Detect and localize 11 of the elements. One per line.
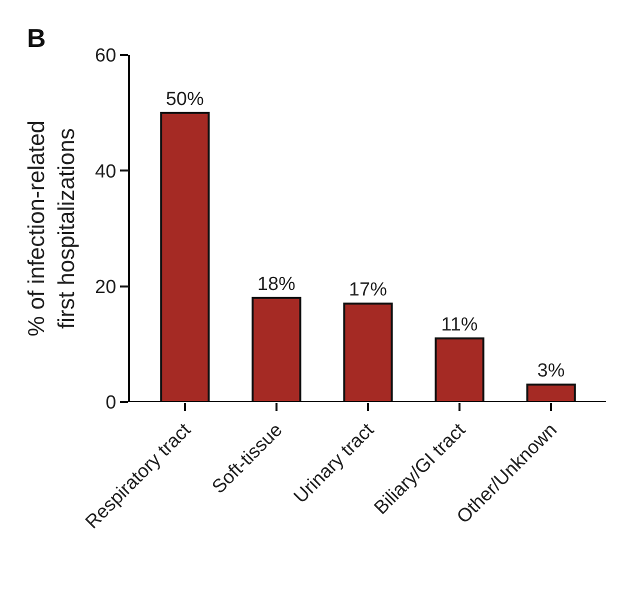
y-tick-label: 60 bbox=[95, 46, 116, 67]
data-label: 18% bbox=[257, 274, 296, 295]
data-label: 17% bbox=[348, 280, 388, 301]
y-axis-title: % of infection-related first hospitalizations bbox=[23, 120, 80, 337]
y-tick-label: 0 bbox=[106, 392, 116, 414]
data-label: 50% bbox=[166, 88, 204, 110]
y-tick-label: 20 bbox=[95, 276, 116, 298]
data-label: 3% bbox=[537, 360, 565, 382]
text: B bbox=[27, 23, 46, 53]
y-tick-label: 40 bbox=[95, 161, 116, 182]
data-label: 11% bbox=[441, 314, 478, 336]
